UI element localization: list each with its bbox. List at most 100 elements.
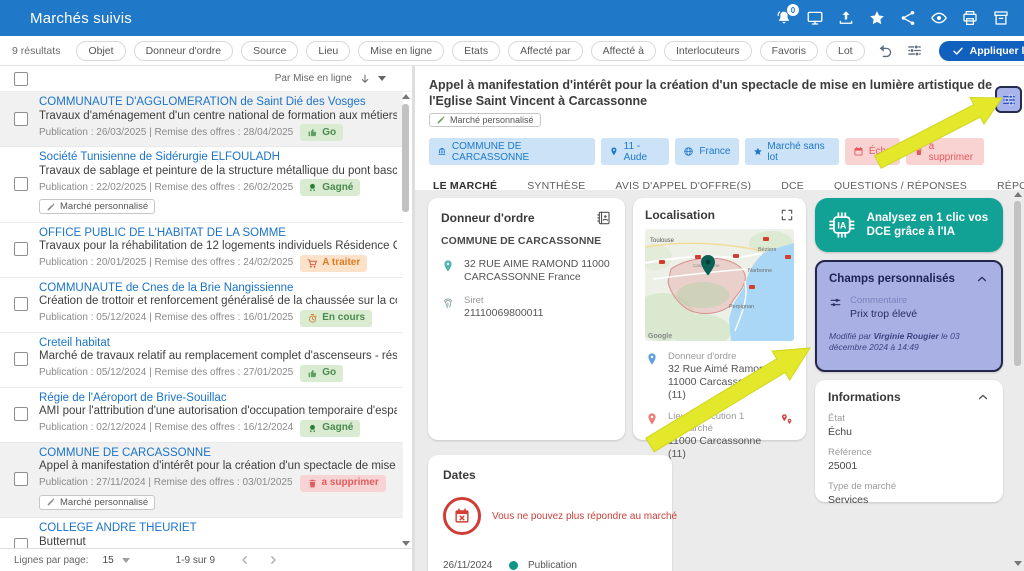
detail-chip[interactable]: France	[675, 138, 739, 165]
detail-scrollbar-thumb[interactable]	[1014, 201, 1021, 366]
header-icons: 0	[775, 4, 1010, 27]
chevron-up-icon[interactable]	[975, 272, 989, 286]
tender-dates: Publication : 27/11/2024 | Remise des of…	[39, 477, 293, 488]
select-all-checkbox[interactable]	[14, 71, 28, 86]
undo-icon[interactable]	[877, 42, 894, 59]
filter-chip[interactable]: Interlocuteurs	[663, 40, 752, 61]
sort-direction-icon[interactable]	[359, 73, 371, 85]
row-checkbox[interactable]	[14, 297, 28, 311]
detail-chip[interactable]: 11 - Aude	[600, 138, 670, 165]
custom-fields-toggle-button[interactable]	[995, 86, 1022, 113]
detail-chip[interactable]: Marché sans lot	[744, 138, 839, 165]
tender-description: AMI pour l'attribution d'une autorisatio…	[39, 405, 397, 417]
row-checkbox[interactable]	[14, 472, 28, 487]
tender-title-link[interactable]: Société Tunisienne de Sidérurgie ELFOULA…	[39, 151, 280, 163]
row-checkbox[interactable]	[14, 176, 28, 191]
star-icon[interactable]	[868, 9, 886, 27]
tab[interactable]: SYNTHÈSE	[527, 180, 586, 192]
detail-chips: COMMUNE DE CARCASSONNE 11 - Aude	[429, 138, 984, 165]
svg-text:Perpignan: Perpignan	[729, 304, 754, 310]
tender-description: Appel à manifestation d'intérêt pour la …	[39, 460, 397, 472]
filter-chip[interactable]: Donneur d'ordre	[133, 40, 234, 61]
contacts-book-icon[interactable]	[596, 210, 612, 226]
detail-chip[interactable]: a supprimer	[905, 138, 984, 165]
filter-chip[interactable]: Source	[241, 40, 299, 61]
notifications-icon[interactable]: 0	[775, 4, 799, 27]
detail-chip[interactable]: COMMUNE DE CARCASSONNE	[429, 138, 595, 165]
list-item[interactable]: Société Tunisienne de Sidérurgie ELFOULA…	[0, 147, 403, 223]
list-item[interactable]: Creteil habitat Marché de travaux relati…	[0, 332, 403, 388]
row-checkbox[interactable]	[14, 111, 28, 126]
scroll-up-icon[interactable]	[1014, 192, 1022, 197]
filter-chip[interactable]: Lot	[826, 40, 865, 61]
tender-title-link[interactable]: Creteil habitat	[39, 336, 110, 349]
info-row: Type de marché Services	[828, 481, 990, 506]
tender-title-link[interactable]: COMMUNAUTÉ de Cnes de la Brie Nangissien…	[39, 281, 294, 294]
tab[interactable]: DCE	[781, 180, 805, 192]
list-item[interactable]: COMMUNAUTÉ D'AGGLOMÉRATION de Saint Dié …	[0, 92, 403, 147]
ai-chip-icon	[828, 211, 856, 239]
detail-scrollbar	[1014, 192, 1022, 566]
next-page-icon[interactable]	[267, 554, 279, 566]
execution-place-value: 11000 Carcassonne (11)	[668, 435, 762, 460]
upload-icon[interactable]	[837, 9, 855, 27]
filter-chip[interactable]: Objet	[76, 40, 126, 61]
rows-per-page-select[interactable]: 15	[103, 555, 130, 566]
ai-analyze-button[interactable]: Analysez en 1 clic vos DCE grâce à l'IA	[815, 198, 1003, 252]
archive-icon[interactable]	[992, 9, 1010, 27]
detail-header: Appel à manifestation d'intérêt pour la …	[415, 66, 1024, 200]
list-item[interactable]: Régie de l'Aéroport de Brive-Souillac AM…	[0, 387, 403, 443]
list-scrollbar-thumb[interactable]	[402, 104, 409, 212]
eye-icon[interactable]	[930, 9, 948, 27]
filter-chip[interactable]: Affecté à	[590, 40, 656, 61]
list-item[interactable]: COMMUNE DE CARCASSONNE Appel à manifesta…	[0, 442, 403, 518]
tender-title-link[interactable]: OFFICE PUBLIC DE L'HABITAT DE LA SOMME	[39, 226, 286, 239]
scroll-up-icon[interactable]	[402, 94, 410, 99]
filter-chip[interactable]: Lieu	[306, 40, 351, 61]
filter-chip[interactable]: Affecté par	[508, 40, 583, 61]
tune-filters-icon[interactable]	[906, 42, 923, 59]
row-checkbox[interactable]	[14, 407, 28, 421]
row-checkbox[interactable]	[14, 537, 28, 548]
map-donneur-label: Donneur d'ordre	[668, 351, 737, 362]
comment-field-label: Commentaire	[850, 295, 908, 306]
dates-title: Dates	[443, 468, 476, 482]
svg-text:Béziers: Béziers	[758, 247, 777, 253]
detail-chip[interactable]: Échu	[844, 138, 900, 165]
calendar-icon	[853, 146, 864, 157]
tender-description: Marché de travaux relatif au remplacemen…	[39, 350, 397, 362]
row-checkbox[interactable]	[14, 242, 28, 256]
tab[interactable]: RÉPONSE	[996, 180, 1024, 192]
share-icon[interactable]	[899, 9, 917, 27]
tender-description: Butternut	[39, 535, 86, 548]
tender-title-link[interactable]: COLLEGE ANDRE THEURIET	[39, 522, 197, 534]
sort-caret-icon[interactable]	[378, 76, 386, 81]
tender-title-link[interactable]: COMMUNE DE CARCASSONNE	[39, 446, 211, 459]
row-checkbox[interactable]	[14, 352, 28, 366]
apply-filters-button[interactable]: Appliquer les filtres	[938, 40, 1024, 61]
list-item[interactable]: OFFICE PUBLIC DE L'HABITAT DE LA SOMME T…	[0, 222, 403, 278]
map-pins-icon[interactable]	[779, 411, 794, 432]
filter-chip[interactable]: Mise en ligne	[358, 40, 445, 61]
print-icon[interactable]	[961, 9, 979, 27]
list-item[interactable]: COMMUNAUTÉ de Cnes de la Brie Nangissien…	[0, 277, 403, 333]
scroll-down-icon[interactable]	[1014, 561, 1022, 566]
previous-page-icon[interactable]	[239, 554, 251, 566]
monitor-icon[interactable]	[806, 9, 824, 27]
filter-chip[interactable]: Favoris	[759, 40, 818, 61]
list-item[interactable]: COLLEGE ANDRE THEURIET Butternut Publica…	[0, 518, 403, 548]
medal-icon	[307, 423, 318, 434]
scroll-down-icon[interactable]	[402, 541, 410, 546]
sort-control[interactable]: Par Mise en ligne	[275, 73, 386, 85]
tab[interactable]: AVIS D'APPEL D'OFFRE(S)	[615, 180, 752, 192]
filter-chip[interactable]: Etats	[452, 40, 501, 61]
tender-title-link[interactable]: COMMUNAUTÉ D'AGGLOMÉRATION de Saint Dié …	[39, 96, 366, 108]
donneur-name: COMMUNE DE CARCASSONNE	[441, 235, 602, 247]
map[interactable]: Toulouse Béziers Narbonne Perpignan Carc…	[645, 229, 794, 341]
tender-title-link[interactable]: Régie de l'Aéroport de Brive-Souillac	[39, 391, 227, 404]
info-label: Type de marché	[828, 481, 897, 492]
dates-warning: Vous ne pouvez plus répondre au marché	[492, 510, 678, 522]
chevron-up-icon[interactable]	[976, 390, 990, 404]
tab[interactable]: QUESTIONS / RÉPONSES	[834, 180, 967, 192]
expand-fullscreen-icon[interactable]	[780, 208, 794, 222]
